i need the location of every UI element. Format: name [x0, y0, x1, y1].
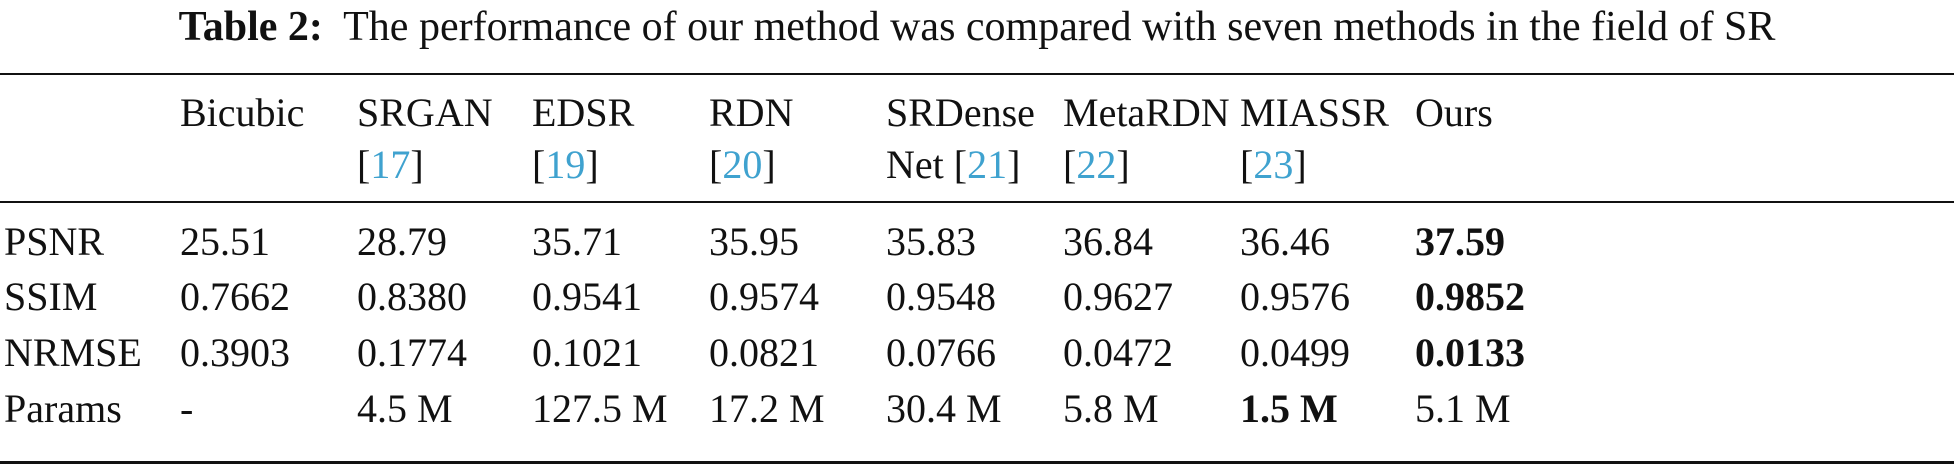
row-label: PSNR [4, 219, 105, 264]
table-header-rule [0, 201, 1954, 203]
row-label: SSIM [4, 274, 98, 319]
table-cell: 0.8380 [357, 274, 467, 319]
table-cell: 0.7662 [180, 274, 290, 319]
table-cell: 0.0499 [1240, 330, 1350, 375]
column-header-name-cont: Net [886, 142, 954, 187]
column-header-name: MetaRDN [1063, 90, 1230, 135]
table-cell: 0.9541 [532, 274, 642, 319]
table-cell: 0.3903 [180, 330, 290, 375]
column-header-name: MIASSR [1240, 90, 1389, 135]
column-header-name: Ours [1415, 90, 1493, 135]
table-cell: 0.9548 [886, 274, 996, 319]
column-header: MetaRDN [22] [1063, 90, 1230, 187]
column-header: Bicubic [180, 87, 304, 139]
table-cell: 0.0821 [709, 330, 819, 375]
table-cell: 0.9627 [1063, 274, 1173, 319]
table-cell: 0.9576 [1240, 274, 1350, 319]
table-cell: 0.0133 [1415, 330, 1525, 375]
column-header-name: EDSR [532, 90, 635, 135]
table-cell: 127.5 M [532, 386, 668, 431]
table-cell: 5.8 M [1063, 386, 1159, 431]
table-cell: 5.1 M [1415, 386, 1511, 431]
citation-link: 22 [1076, 142, 1117, 187]
table-cell: 35.83 [886, 219, 976, 264]
table-cell: 0.0766 [886, 330, 996, 375]
column-header: MIASSR [23] [1240, 90, 1389, 187]
table-cell: 35.95 [709, 219, 799, 264]
column-header: RDN [20] [709, 90, 794, 187]
citation-link: 21 [967, 142, 1008, 187]
table-cell: 28.79 [357, 219, 447, 264]
citation-link: 23 [1253, 142, 1294, 187]
table-caption: Table 2: The performance of our method w… [0, 2, 1954, 52]
citation-link: 19 [545, 142, 586, 187]
table-cell: 0.1021 [532, 330, 642, 375]
table-cell: 37.59 [1415, 219, 1505, 264]
table-cell: 30.4 M [886, 386, 1002, 431]
column-header: EDSR [19] [532, 90, 635, 187]
table-cell: - [180, 386, 194, 431]
table-cell: 17.2 M [709, 386, 825, 431]
table-cell: 25.51 [180, 219, 270, 264]
column-header: Ours [1415, 87, 1493, 139]
row-label: Params [4, 386, 122, 431]
table-caption-text: The performance of our method was compar… [343, 4, 1776, 50]
table-cell: 35.71 [532, 219, 622, 264]
table-cell: 4.5 M [357, 386, 453, 431]
table-cell: 36.84 [1063, 219, 1153, 264]
table-cell: 36.46 [1240, 219, 1330, 264]
column-header-name: RDN [709, 90, 794, 135]
table-bottom-rule [0, 461, 1954, 464]
table-cell: 1.5 M [1240, 386, 1338, 431]
table-cell: 0.9574 [709, 274, 819, 319]
table-top-rule [0, 73, 1954, 75]
column-header-name: Bicubic [180, 90, 305, 135]
column-header-name: SRGAN [357, 90, 493, 135]
column-header-name: SRDense [886, 90, 1035, 135]
column-header: SRGAN [17] [357, 90, 493, 187]
table-cell: 0.1774 [357, 330, 467, 375]
table-cell: 0.0472 [1063, 330, 1173, 375]
column-header: SRDense Net [21] [886, 90, 1035, 187]
table-caption-label: Table 2: [178, 4, 323, 50]
row-label: NRMSE [4, 330, 142, 375]
citation-link: 17 [370, 142, 411, 187]
citation-link: 20 [722, 142, 763, 187]
table-cell: 0.9852 [1415, 274, 1525, 319]
